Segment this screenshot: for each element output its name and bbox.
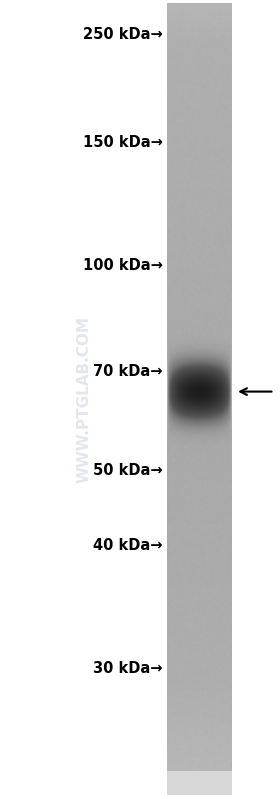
Text: 40 kDa→: 40 kDa→	[93, 539, 162, 554]
Text: 100 kDa→: 100 kDa→	[83, 257, 162, 272]
Text: 250 kDa→: 250 kDa→	[83, 26, 162, 42]
Text: 30 kDa→: 30 kDa→	[93, 661, 162, 676]
Text: 70 kDa→: 70 kDa→	[93, 364, 162, 380]
Text: 50 kDa→: 50 kDa→	[93, 463, 162, 478]
Text: WWW.PTGLAB.COM: WWW.PTGLAB.COM	[76, 316, 92, 483]
Text: 150 kDa→: 150 kDa→	[83, 135, 162, 150]
